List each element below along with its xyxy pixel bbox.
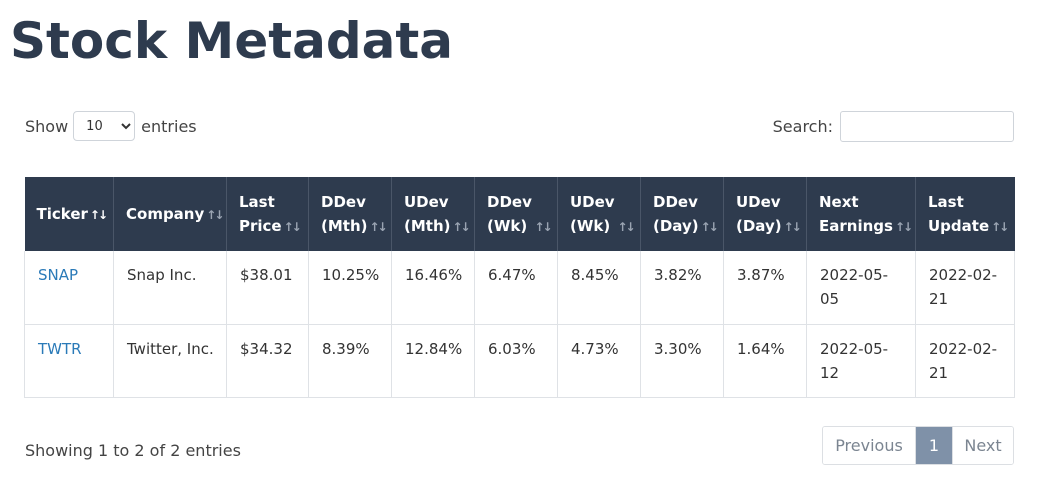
column-header-ddev-mth[interactable]: DDev (Mth) ↑↓ (308, 177, 392, 251)
sort-both-icon: ↑↓ (206, 207, 224, 222)
column-header-company[interactable]: Company ↑↓ (113, 177, 227, 251)
search-input[interactable] (840, 110, 1014, 142)
column-header-udev-mth[interactable]: UDev (Mth) ↑↓ (391, 177, 475, 251)
sort-both-icon: ↑↓ (283, 219, 302, 234)
sort-both-icon: ↑↓ (617, 219, 635, 234)
column-header-ticker[interactable]: Ticker ↑↓ (24, 177, 114, 251)
sort-both-icon: ↑↓ (783, 219, 802, 234)
cell-ddev-day: 3.82% (640, 251, 724, 325)
stock-table: Ticker ↑↓ Company ↑↓ Last Price ↑↓ DDev (Mt… (24, 177, 1015, 398)
page-1-button[interactable]: 1 (916, 427, 952, 464)
column-header-last-price[interactable]: Last Price ↑↓ (226, 177, 309, 251)
search-control: Search: (772, 110, 1014, 142)
cell-company: Twitter, Inc. (113, 324, 227, 398)
cell-udev-mth: 16.46% (391, 251, 475, 325)
cell-last-update: 2022-02- 21 (915, 324, 1015, 398)
cell-udev-day: 3.87% (723, 251, 807, 325)
show-label: Show (25, 116, 69, 136)
cell-ddev-mth: 10.25% (308, 251, 392, 325)
cell-next-earnings: 2022-05- 05 (806, 251, 916, 325)
column-header-udev-day[interactable]: UDev (Day) ↑↓ (723, 177, 807, 251)
entries-label: entries (141, 116, 197, 136)
sort-both-icon: ↑↓ (894, 219, 913, 234)
column-header-udev-wk[interactable]: UDev (Wk) ↑↓ (557, 177, 641, 251)
column-header-last-update[interactable]: Last Update ↑↓ (915, 177, 1015, 251)
table-row: SNAP Snap Inc. $38.01 10.25% 16.46% 6.47… (24, 251, 1015, 325)
sort-both-icon: ↑↓ (700, 219, 719, 234)
entries-length-select[interactable]: 10 (73, 111, 136, 141)
column-header-ddev-wk[interactable]: DDev (Wk) ↑↓ (474, 177, 558, 251)
cell-last-price: $38.01 (226, 251, 309, 325)
cell-ticker: SNAP (24, 251, 114, 325)
sort-both-icon: ↑↓ (534, 219, 552, 234)
sort-asc-icon: ↑↓ (89, 207, 108, 222)
cell-ddev-wk: 6.47% (474, 251, 558, 325)
cell-udev-wk: 8.45% (557, 251, 641, 325)
cell-ddev-wk: 6.03% (474, 324, 558, 398)
cell-udev-wk: 4.73% (557, 324, 641, 398)
cell-last-price: $34.32 (226, 324, 309, 398)
cell-ddev-day: 3.30% (640, 324, 724, 398)
length-control: Show 10 entries (25, 111, 197, 141)
pagination: Previous 1 Next (822, 426, 1014, 465)
ticker-link[interactable]: TWTR (38, 339, 82, 358)
column-header-ddev-day[interactable]: DDev (Day) ↑↓ (640, 177, 724, 251)
sort-both-icon: ↑↓ (991, 219, 1009, 234)
column-header-next-earnings[interactable]: Next Earnings ↑↓ (806, 177, 916, 251)
table-row: TWTR Twitter, Inc. $34.32 8.39% 12.84% 6… (24, 324, 1015, 398)
cell-company: Snap Inc. (113, 251, 227, 325)
next-page-button[interactable]: Next (952, 427, 1013, 464)
sort-both-icon: ↑↓ (452, 219, 471, 234)
search-label: Search: (772, 116, 833, 136)
previous-page-button[interactable]: Previous (823, 427, 916, 464)
cell-ddev-mth: 8.39% (308, 324, 392, 398)
sort-both-icon: ↑↓ (369, 219, 388, 234)
page-title: Stock Metadata (10, 12, 454, 70)
cell-last-update: 2022-02- 21 (915, 251, 1015, 325)
table-header-row: Ticker ↑↓ Company ↑↓ Last Price ↑↓ DDev (Mt… (24, 177, 1015, 251)
ticker-link[interactable]: SNAP (38, 266, 79, 284)
table-info: Showing 1 to 2 of 2 entries (25, 441, 241, 460)
cell-udev-day: 1.64% (723, 324, 807, 398)
cell-udev-mth: 12.84% (391, 324, 475, 398)
cell-next-earnings: 2022-05- 12 (806, 324, 916, 398)
cell-ticker: TWTR (24, 324, 114, 398)
